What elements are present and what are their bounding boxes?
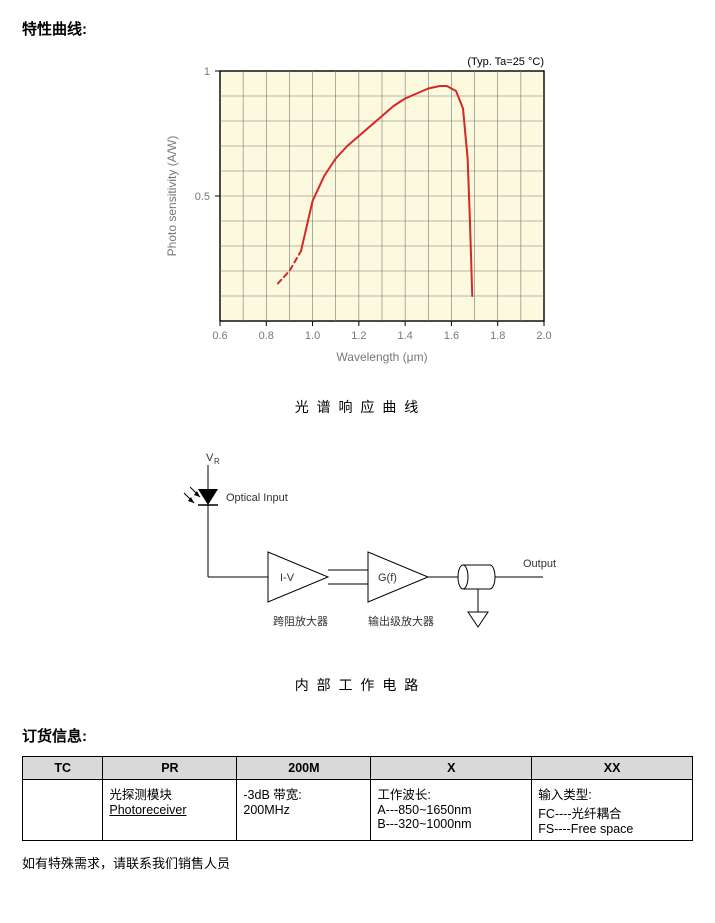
col-200m: 200M [237,757,371,780]
svg-text:Output: Output [523,558,556,570]
cell-xx-l3: FS----Free space [538,822,633,836]
cell-x: 工作波长: A---850~1650nm B---320~1000nm [371,780,532,841]
footer-note: 如有特殊需求，请联系我们销售人员 [22,853,693,872]
cell-bw-l1: -3dB 带宽: [243,788,301,802]
col-pr: PR [103,757,237,780]
chart-caption: 光 谱 响 应 曲 线 [22,397,693,417]
svg-text:1.8: 1.8 [490,330,505,342]
col-tc: TC [23,757,103,780]
diagram-container: VR Optical Input I-V 跨阻放大器 G(f) 输出级放大器 Output [22,447,693,667]
svg-text:Wavelength (μm): Wavelength (μm) [336,350,427,364]
cell-bw-l2: 200MHz [243,803,290,817]
cell-x-l2: A---850~1650nm [377,803,471,817]
svg-text:0.8: 0.8 [258,330,273,342]
diagram-caption: 内 部 工 作 电 路 [22,675,693,695]
svg-text:R: R [214,457,220,466]
svg-text:V: V [206,452,214,464]
svg-text:0.6: 0.6 [212,330,227,342]
cell-x-l3: B---320~1000nm [377,817,471,831]
block-diagram: VR Optical Input I-V 跨阻放大器 G(f) 输出级放大器 Output [128,447,588,667]
cell-pr: 光探测模块 Photoreceiver [103,780,237,841]
spectrum-chart: 0.6 0.8 1.0 1.2 1.4 1.6 1.8 2.0 0.5 1 Wavelength (… [158,49,558,379]
svg-text:Optical Input: Optical Input [226,492,288,504]
cell-tc [23,780,103,841]
cell-xx-l2: FC----光纤耦合 [538,807,621,821]
chart-container: 0.6 0.8 1.0 1.2 1.4 1.6 1.8 2.0 0.5 1 Wavelength (… [22,49,693,379]
svg-text:(Typ. Ta=25 °C): (Typ. Ta=25 °C) [467,56,544,68]
svg-text:1.2: 1.2 [351,330,366,342]
col-xx: XX [532,757,693,780]
svg-text:跨阻放大器: 跨阻放大器 [273,614,328,628]
heading-characteristic: 特性曲线: [22,18,693,39]
cell-xx: 输入类型: FC----光纤耦合 FS----Free space [532,780,693,841]
cell-x-l1: 工作波长: [377,788,430,802]
svg-text:Photo sensitivity (A/W): Photo sensitivity (A/W) [165,136,179,257]
svg-text:1.0: 1.0 [304,330,319,342]
svg-text:2.0: 2.0 [536,330,551,342]
cell-bw: -3dB 带宽: 200MHz [237,780,371,841]
svg-text:I-V: I-V [280,572,295,584]
cell-xx-l1: 输入类型: [538,788,591,802]
svg-text:0.5: 0.5 [194,191,209,203]
svg-text:输出级放大器: 输出级放大器 [368,614,434,628]
svg-text:1: 1 [203,66,209,78]
heading-order: 订货信息: [22,725,693,746]
cell-pr-l2: Photoreceiver [109,803,186,817]
col-x: X [371,757,532,780]
order-table: TC PR 200M X XX 光探测模块 Photoreceiver -3dB… [22,756,693,841]
svg-text:1.6: 1.6 [443,330,458,342]
table-header-row: TC PR 200M X XX [23,757,693,780]
svg-text:1.4: 1.4 [397,330,412,342]
table-row: 光探测模块 Photoreceiver -3dB 带宽: 200MHz 工作波长… [23,780,693,841]
svg-text:G(f): G(f) [378,572,397,584]
cell-pr-l1: 光探测模块 [109,788,172,802]
